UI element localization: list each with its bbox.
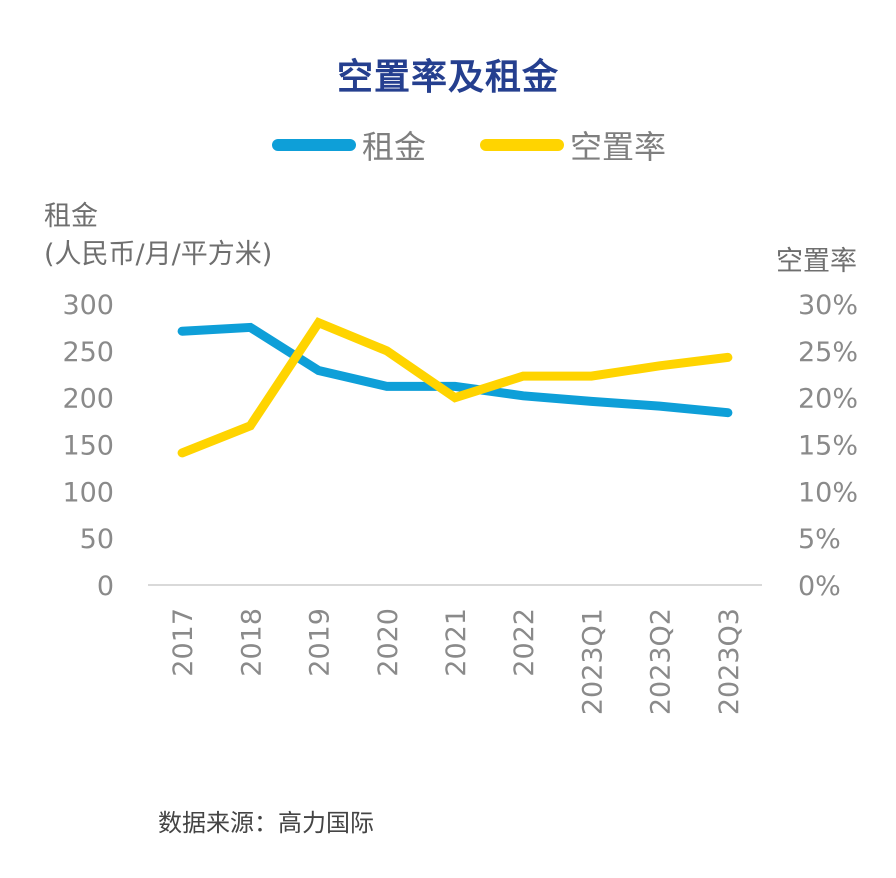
y-right-tick-label: 30% (798, 290, 858, 321)
y-left-tick-label: 0 (97, 571, 114, 602)
y-left-tick-label: 50 (80, 524, 114, 555)
x-tick-label: 2019 (305, 608, 336, 677)
legend-item-rent: 租金 (272, 122, 426, 168)
x-tick-label: 2022 (509, 608, 540, 677)
y-left-tick-label: 200 (62, 384, 114, 415)
left-axis-title: 租金 (人民币/月/平方米) (44, 198, 272, 274)
data-source: 数据来源：高力国际 (158, 809, 374, 837)
y-right-tick-label: 20% (798, 384, 858, 415)
legend-label-rent: 租金 (362, 128, 427, 166)
legend-swatch-vacancy (480, 139, 564, 151)
x-tick-label: 2021 (441, 608, 472, 677)
y-left-tick-label: 150 (62, 431, 114, 462)
chart-title: 空置率及租金 (336, 57, 559, 98)
x-tick-label: 2023Q2 (646, 608, 677, 715)
legend-swatch-rent (272, 139, 356, 151)
legend-label-vacancy: 空置率 (570, 128, 667, 166)
x-tick-label: 2023Q3 (714, 608, 745, 715)
left-axis-title-line1: 租金 (44, 201, 98, 232)
x-tick-label: 2017 (168, 608, 199, 677)
y-right-tick-label: 5% (798, 524, 841, 555)
x-tick-label: 2020 (373, 608, 404, 677)
legend: 租金 空置率 (0, 122, 896, 172)
x-tick-label: 2023Q1 (577, 608, 608, 715)
y-left-tick-label: 250 (62, 337, 114, 368)
y-left-tick-label: 100 (62, 477, 114, 508)
left-axis-title-line2: (人民币/月/平方米) (44, 239, 273, 270)
y-left-tick-label: 300 (62, 290, 114, 321)
right-axis-title: 空置率 (776, 246, 857, 277)
y-right-tick-label: 25% (798, 337, 858, 368)
y-right-tick-label: 0% (798, 571, 841, 602)
y-right-tick-label: 10% (798, 477, 858, 508)
x-tick-label: 2018 (236, 608, 267, 677)
legend-item-vacancy: 空置率 (480, 122, 666, 168)
y-right-tick-label: 15% (798, 431, 858, 462)
